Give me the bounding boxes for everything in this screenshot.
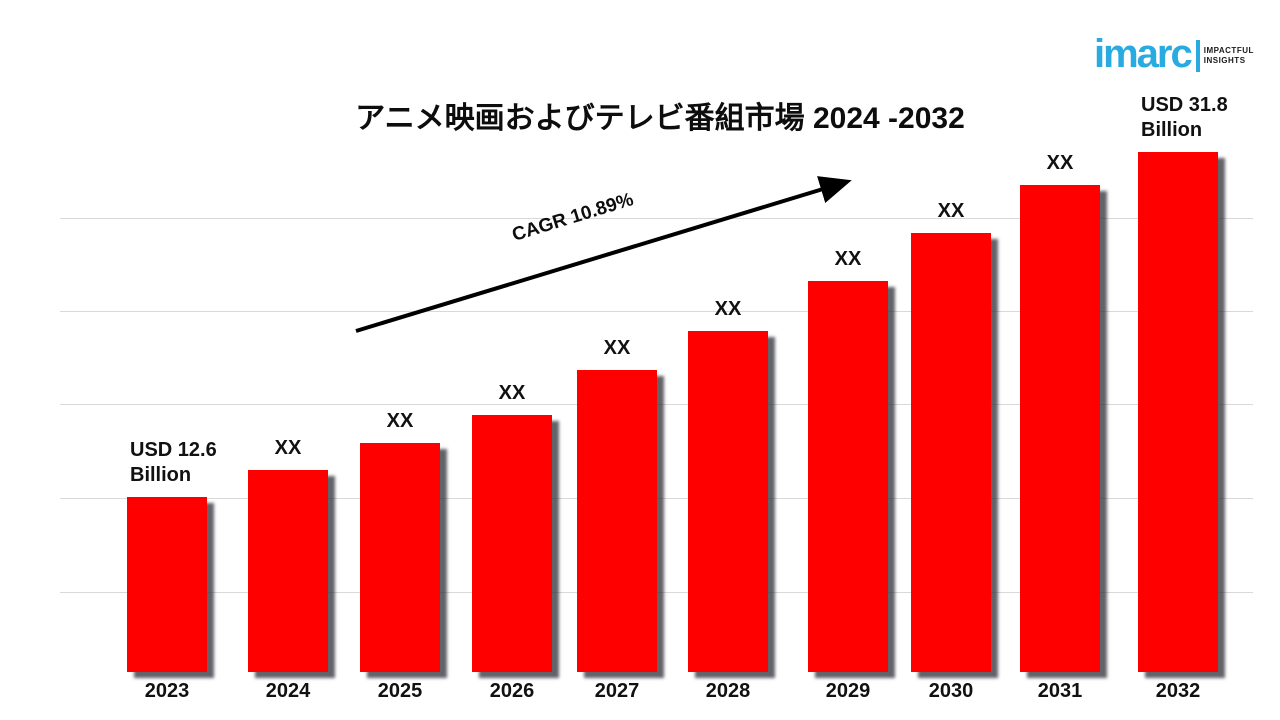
bar-2029: XX 2029 (808, 248, 888, 702)
bar-2025: XX 2025 (360, 410, 440, 702)
bar-value-label-line: Billion (1141, 119, 1203, 141)
bar-2023: USD 12.6 Billion 2023 (127, 439, 217, 702)
bar-value-label: XX (715, 297, 742, 322)
bar-value-label: USD 31.8 Billion (1141, 93, 1228, 143)
bar-2031: XX 2031 (1020, 152, 1100, 702)
x-axis-label: 2025 (377, 680, 423, 702)
bar-value-label-line: XX (274, 437, 302, 459)
x-axis-label: 2026 (489, 680, 535, 702)
bar-value-label: XX (604, 336, 631, 361)
bar-value-label-line: XX (937, 200, 965, 222)
bar-value-label: XX (499, 381, 526, 406)
bar-value-label-line: XX (386, 410, 414, 432)
bar-value-label-line: Billion (130, 464, 192, 486)
logo-tagline-line2: INSIGHTS (1203, 56, 1246, 65)
bar-value-label-line: XX (1046, 152, 1074, 174)
bar-value-label: XX (387, 409, 414, 434)
bar-value-label-line: XX (498, 382, 526, 404)
logo-tagline: IMPACTFUL INSIGHTS (1204, 46, 1254, 67)
x-axis-label: 2027 (594, 680, 640, 702)
bar-2026: XX 2026 (472, 382, 552, 702)
x-axis-label: 2028 (705, 680, 751, 702)
x-axis-label: 2029 (825, 680, 871, 702)
bar-value-label: XX (938, 199, 965, 224)
bar-value-label-line: USD 12.6 (130, 439, 217, 461)
bar-value-label: XX (275, 436, 302, 461)
logo-tagline-line1: IMPACTFUL (1203, 45, 1254, 55)
imarc-logo: imarc IMPACTFUL INSIGHTS (1094, 34, 1254, 74)
imarc-logo-text: imarc (1094, 32, 1193, 76)
bar-value-label-line: XX (714, 298, 742, 320)
x-axis-label: 2030 (928, 680, 974, 702)
bar-2024: XX 2024 (248, 437, 328, 702)
bar-value-label-line: XX (603, 337, 631, 359)
x-axis-label: 2023 (144, 680, 190, 702)
x-axis-label: 2024 (265, 680, 311, 702)
bar-value-label: USD 12.6 Billion (130, 438, 217, 488)
x-axis-label: 2032 (1155, 680, 1201, 702)
bar-value-label-line: USD 31.8 (1141, 94, 1228, 116)
bar-2027: XX 2027 (577, 337, 657, 702)
bar-value-label: XX (1047, 151, 1074, 176)
bar-value-label-line: XX (834, 248, 862, 270)
bar-2028: XX 2028 (688, 298, 768, 702)
x-axis-label: 2031 (1037, 680, 1083, 702)
chart-title: アニメ映画およびテレビ番組市場 2024 -2032 (355, 102, 965, 135)
logo-divider (1195, 40, 1200, 72)
bar-2032: USD 31.8 Billion 2032 (1138, 94, 1228, 702)
bar-value-label: XX (835, 247, 862, 272)
bar-2030: XX 2030 (911, 200, 991, 702)
